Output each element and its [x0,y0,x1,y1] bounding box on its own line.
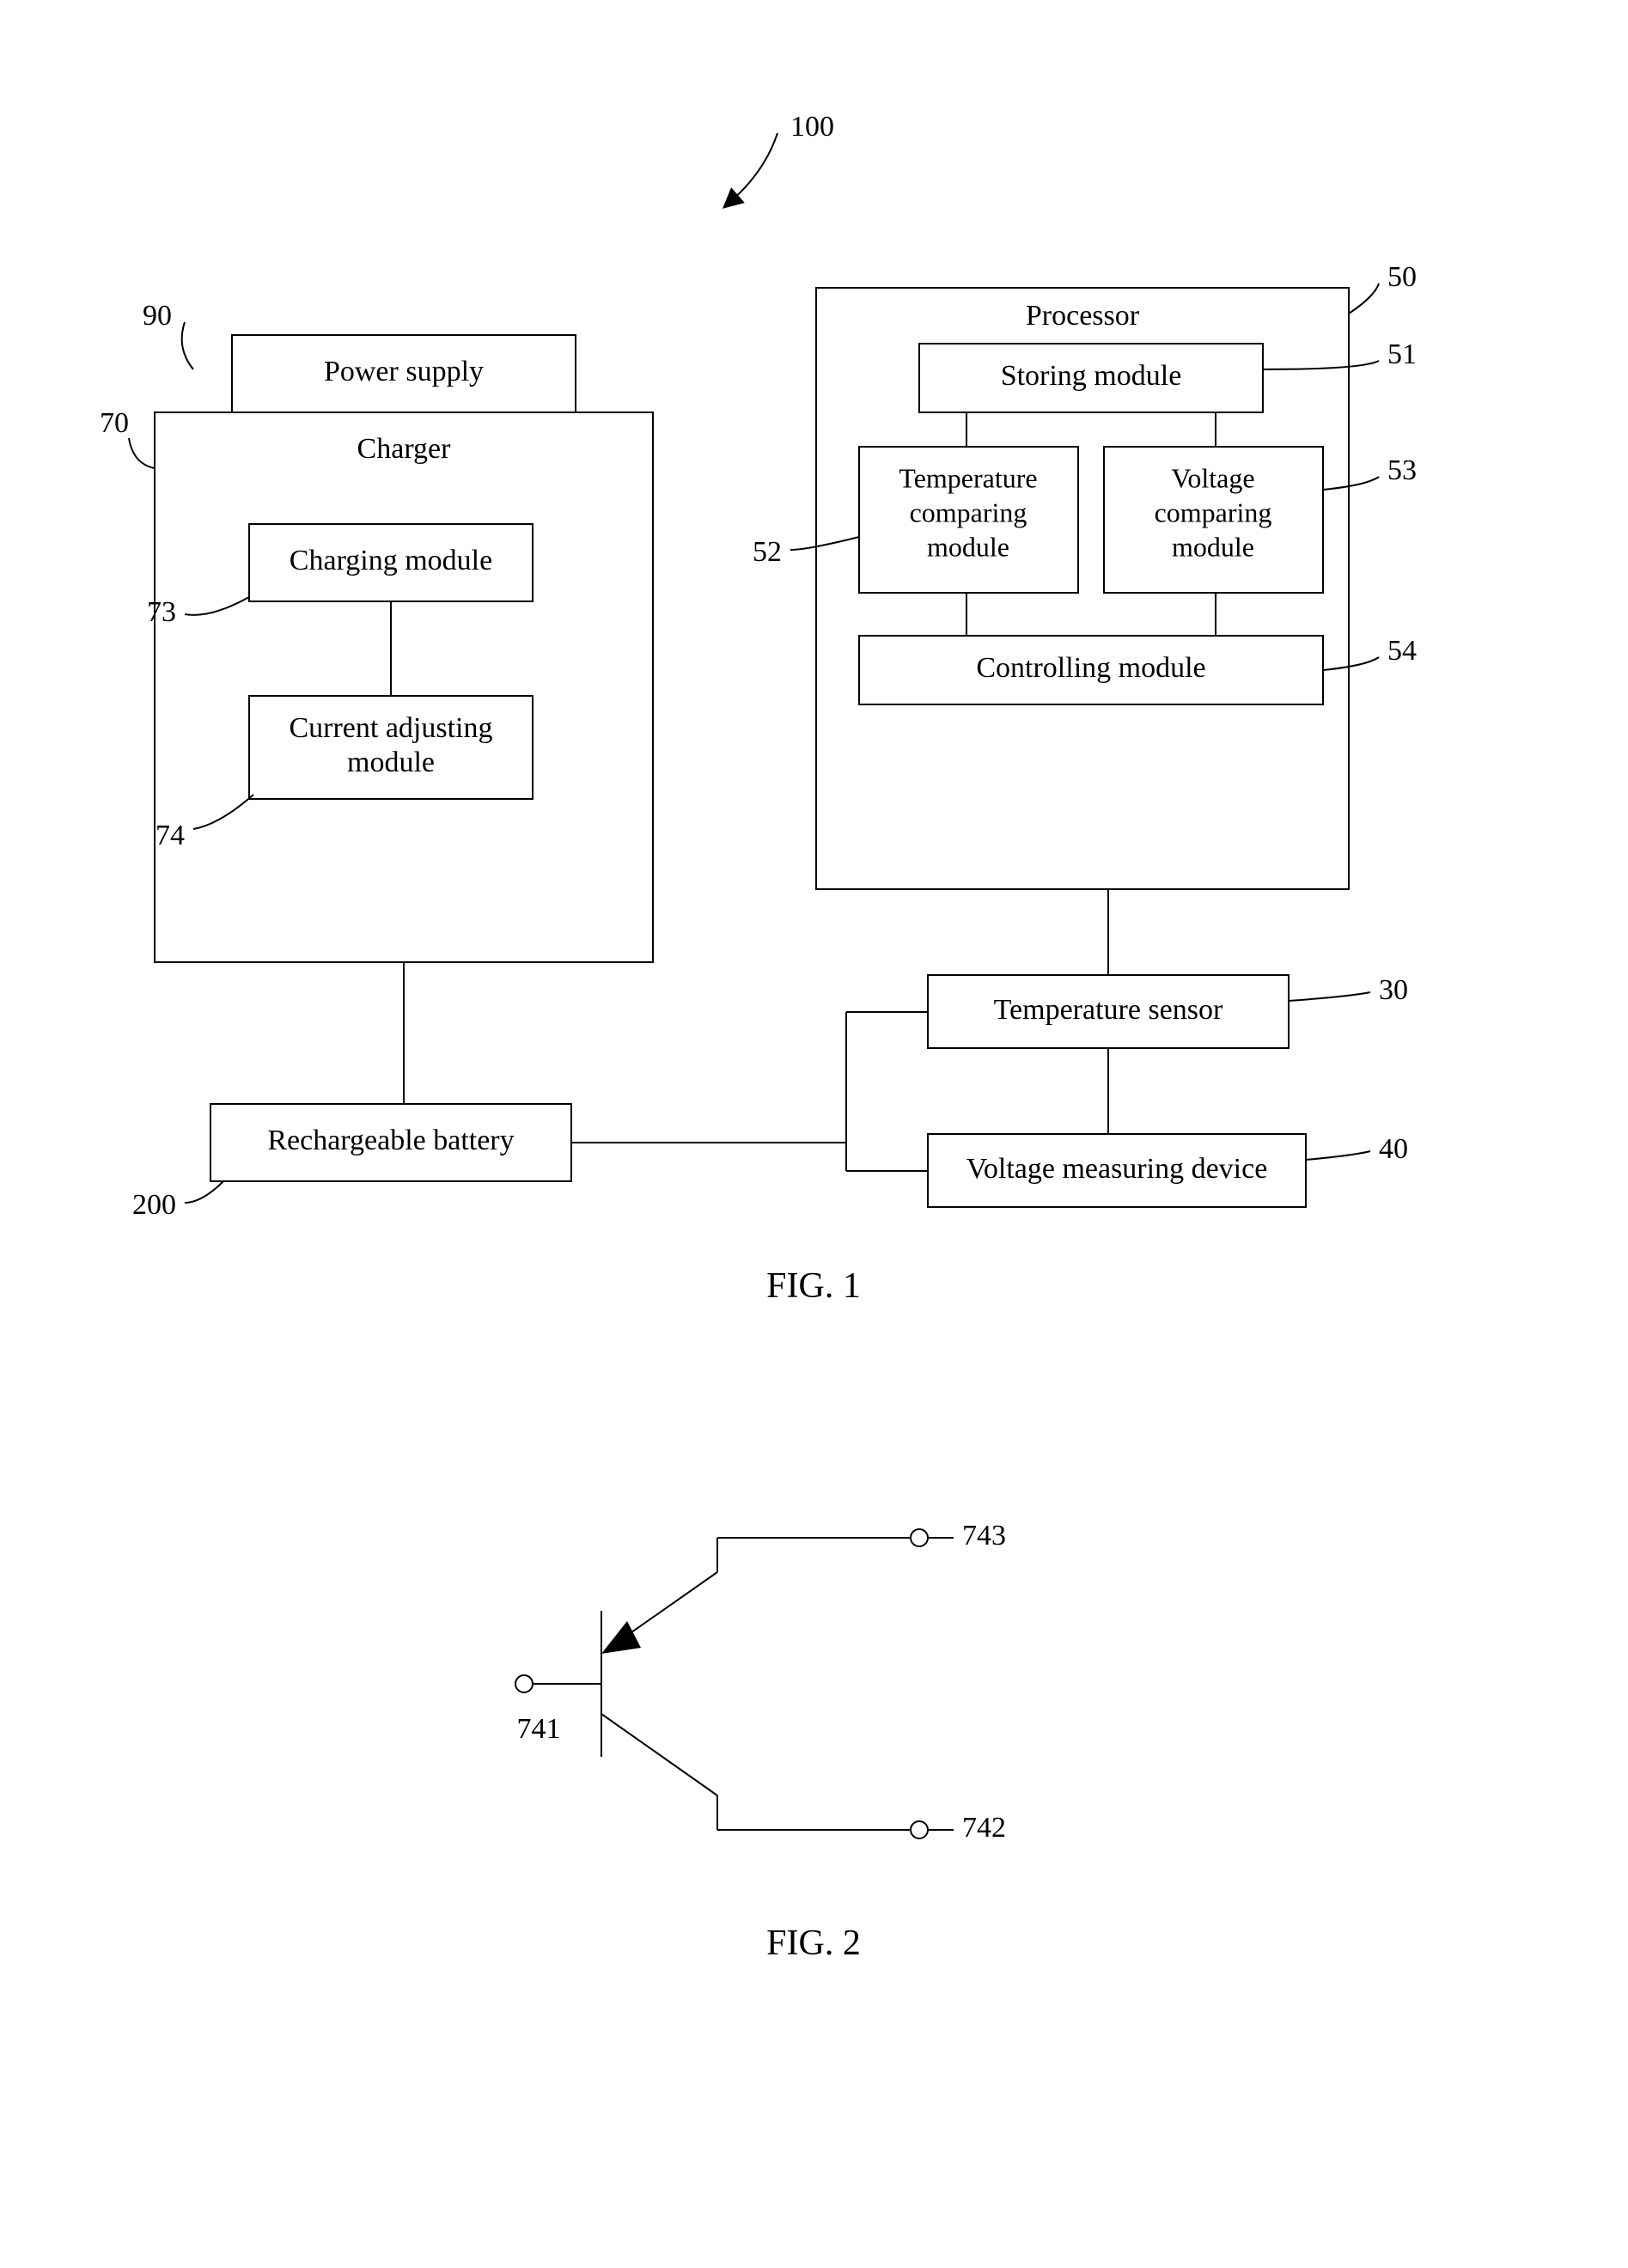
voltage-measuring-title: Voltage measuring device [966,1153,1268,1185]
current-adjusting-title-l1: Current adjusting [289,712,492,744]
voltage-measuring-block: Voltage measuring device 40 [928,1133,1408,1207]
temp-compare-l3: module [927,531,1009,562]
storing-module-ref: 51 [1387,338,1417,370]
processor-block: Processor 50 [816,261,1417,889]
edge-battery-to-right [571,1012,928,1171]
temp-compare-l1: Temperature [899,462,1037,493]
charger-block: Charger 70 [100,407,653,962]
charging-module-title: Charging module [290,545,492,576]
figure-ref-100: 100 [730,111,834,202]
voltage-measuring-ref: 40 [1379,1133,1408,1165]
emitter-ref: 742 [962,1812,1006,1844]
processor-ref: 50 [1387,261,1417,293]
charger-title: Charger [357,433,452,465]
volt-compare-ref: 53 [1387,454,1417,486]
controlling-module-block: Controlling module 54 [859,635,1417,704]
temperature-sensor-title: Temperature sensor [994,994,1223,1026]
base-ref: 741 [517,1713,561,1745]
transistor-symbol: 743 742 741 [515,1520,1006,1844]
collector-ref: 743 [962,1520,1006,1552]
power-supply-title: Power supply [324,356,484,387]
emitter-terminal [911,1821,928,1838]
controlling-ref: 54 [1387,635,1417,667]
fig1-caption: FIG. 1 [766,1266,861,1306]
collector-arrow-icon [601,1621,641,1654]
current-adjusting-title-l2: module [347,747,435,778]
rechargeable-battery-title: Rechargeable battery [267,1125,514,1156]
fig2-caption: FIG. 2 [766,1924,861,1963]
volt-compare-block: Voltage comparing module 53 [1104,447,1417,593]
ref-100-label: 100 [790,111,834,143]
temp-compare-block: Temperature comparing module 52 [753,447,1078,593]
temperature-sensor-ref: 30 [1379,974,1408,1006]
charger-ref: 70 [100,407,129,439]
controlling-title: Controlling module [976,652,1205,684]
rechargeable-battery-ref: 200 [132,1189,176,1221]
rechargeable-battery-block: Rechargeable battery 200 [132,1104,571,1221]
power-supply-block: Power supply 90 [143,300,576,412]
volt-compare-l3: module [1172,531,1254,562]
power-supply-ref: 90 [143,300,172,332]
storing-module-block: Storing module 51 [919,338,1417,412]
storing-module-title: Storing module [1001,360,1182,392]
collector-terminal [911,1529,928,1546]
volt-compare-l2: comparing [1155,497,1272,527]
charging-module-ref: 73 [147,596,176,628]
temperature-sensor-block: Temperature sensor 30 [928,974,1408,1048]
temp-compare-ref: 52 [753,536,782,568]
volt-compare-l1: Voltage [1171,462,1254,493]
current-adjusting-module-block: Current adjusting module 74 [155,696,533,851]
temp-compare-l2: comparing [910,497,1027,527]
current-adjusting-ref: 74 [155,820,185,851]
processor-title: Processor [1026,300,1140,332]
diagram-canvas: 100 Power supply 90 Charger 70 Charging … [0,0,1628,2268]
base-terminal [515,1675,533,1692]
charging-module-block: Charging module 73 [147,524,533,628]
